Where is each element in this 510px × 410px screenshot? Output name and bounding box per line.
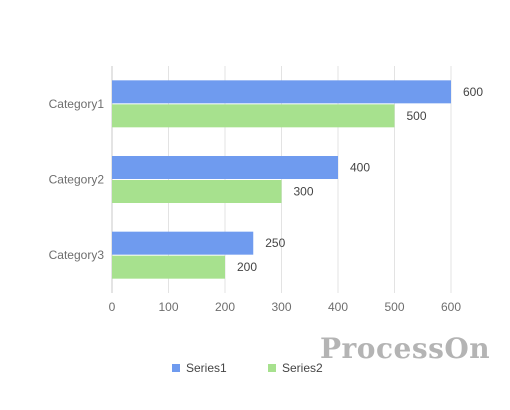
data-label: 200: [237, 260, 257, 274]
x-tick-label: 600: [441, 300, 461, 314]
legend-swatch-series2: [268, 364, 276, 372]
x-tick-label: 0: [109, 300, 116, 314]
x-tick-label: 400: [328, 300, 348, 314]
x-tick-label: 200: [215, 300, 235, 314]
data-label: 400: [350, 161, 370, 175]
category-label: Category3: [49, 248, 105, 262]
bar-series2-category3: [112, 255, 225, 279]
bar-series1-category3: [112, 231, 254, 255]
legend-label-series2: Series2: [282, 361, 323, 375]
data-label: 250: [265, 236, 285, 250]
data-label: 600: [463, 85, 483, 99]
x-tick-label: 500: [384, 300, 404, 314]
data-label: 500: [407, 109, 427, 123]
bar-series2-category2: [112, 180, 282, 203]
data-label: 300: [294, 185, 314, 199]
watermark-logo: ProcessOn: [320, 332, 491, 365]
x-tick-label: 100: [158, 300, 178, 314]
bar-series2-category1: [112, 104, 395, 128]
x-tick-label: 300: [271, 300, 291, 314]
category-label: Category2: [49, 173, 105, 187]
category-label: Category1: [49, 97, 105, 111]
bar-series1-category2: [112, 156, 338, 179]
legend-label-series1: Series1: [186, 361, 227, 375]
legend-swatch-series1: [172, 364, 180, 372]
bar-series1-category1: [112, 80, 451, 104]
